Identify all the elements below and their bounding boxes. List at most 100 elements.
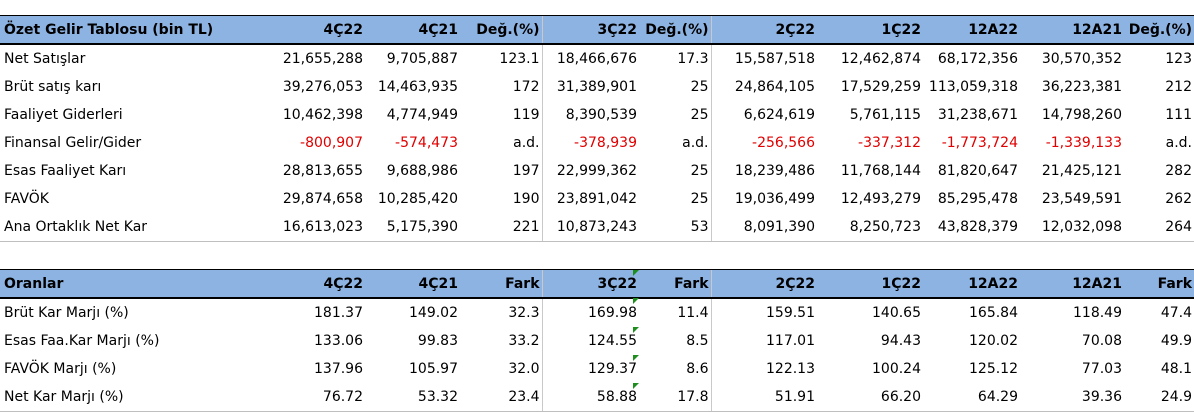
table-cell: 47.4 [1160, 305, 1192, 321]
table-cell: 120.02 [969, 333, 1018, 349]
table-cell: 125.12 [969, 361, 1018, 377]
ratio-row: Brüt Kar Marjı (%) 181.37 149.02 32.3 169.98… [0, 298, 1194, 327]
table-row: Faaliyet Giderleri 10,462,398 4,774,949 119… [0, 101, 1194, 129]
table-row: FAVÖK 29,874,658 10,285,420 190 23,891,042 25… [0, 185, 1194, 213]
table-cell: -574,473 [395, 135, 458, 151]
table-cell: 51.91 [710, 383, 817, 412]
cell-comment-marker [633, 327, 639, 333]
table-cell: 159.51 [710, 298, 817, 327]
table-cell: 8.6 [686, 361, 709, 377]
table-cell: 32.0 [508, 361, 540, 377]
ratio-row: FAVÖK Marjı (%) 137.96 105.97 32.0 129.37 8.6… [0, 355, 1194, 383]
column-header: 4Ç21 [365, 270, 460, 299]
table-row: Finansal Gelir/Gider -800,907 -574,473 a.d.… [0, 129, 1194, 157]
table-cell: 85,295,478 [937, 191, 1018, 207]
column-header: 12A22 [923, 16, 1020, 45]
income-summary-table: Özet Gelir Tablosu (bin TL) 4Ç22 4Ç21 Değ.(… [0, 16, 1194, 242]
table-cell: 21,655,288 [282, 51, 363, 67]
row-label: Brüt satış karı [4, 79, 102, 95]
table-cell: 197 [512, 163, 540, 179]
table-cell: 105.97 [409, 361, 458, 377]
table-row: Brüt satış karı 39,276,053 14,463,935 172 31… [0, 73, 1194, 101]
column-header: 4Ç22 [170, 270, 365, 299]
column-header: 12A21 [1020, 16, 1124, 45]
ratio-row: Net Kar Marjı (%) 76.72 53.32 23.4 58.88 17.8… [0, 383, 1194, 412]
table-cell: 25 [690, 107, 709, 123]
table-cell: 81,820,647 [937, 163, 1018, 179]
table-cell: 23,891,042 [541, 185, 639, 213]
table-cell: 212 [1165, 79, 1192, 95]
table-cell: 36,223,381 [1041, 79, 1122, 95]
table-cell: 117.01 [710, 327, 817, 355]
column-header: 1Ç22 [817, 16, 923, 45]
table-cell: 12,462,874 [840, 51, 921, 67]
table-cell: 8,250,723 [817, 213, 923, 242]
column-header: Fark [460, 270, 542, 299]
table-cell: 16,613,023 [170, 213, 365, 242]
cell-comment-marker [633, 270, 639, 276]
column-header: Değ.(%) [460, 16, 542, 45]
row-label: Faaliyet Giderleri [4, 107, 123, 123]
row-label: Brüt Kar Marjı (%) [4, 305, 129, 321]
table-cell: 10,462,398 [282, 107, 363, 123]
table-cell: 9,705,887 [386, 51, 458, 67]
table-cell: 172 [512, 79, 540, 95]
ratios-top-border [0, 269, 1194, 270]
table-cell: 15,587,518 [710, 44, 817, 73]
table-cell: 43,828,379 [923, 213, 1020, 242]
table-cell: 39,276,053 [282, 79, 363, 95]
row-label: Esas Faaliyet Karı [4, 163, 127, 179]
table-cell: 282 [1165, 163, 1192, 179]
table-cell: -337,312 [858, 135, 921, 151]
table-cell: 5,761,115 [849, 107, 921, 123]
table-cell: 123.1 [499, 51, 540, 67]
table-cell: 113,059,318 [928, 79, 1018, 95]
table-row: Net Satışlar 21,655,288 9,705,887 123.1 18,4… [0, 44, 1194, 73]
table-cell: 14,798,260 [1041, 107, 1122, 123]
table-cell: 12,032,098 [1020, 213, 1124, 242]
table-cell: 39.36 [1020, 383, 1124, 412]
table-cell: 29,874,658 [282, 191, 363, 207]
table-cell: 169.98 [541, 298, 639, 327]
table-cell: 24.9 [1124, 383, 1194, 412]
table-row: Ana Ortaklık Net Kar 16,613,023 5,175,390 2… [0, 213, 1194, 242]
table-cell: 76.72 [170, 383, 365, 412]
table-cell: 18,239,486 [710, 157, 817, 185]
table-cell: 99.83 [417, 333, 458, 349]
row-label: Net Kar Marjı (%) [0, 383, 170, 412]
table-cell: 8,390,539 [541, 101, 639, 129]
income-title: Özet Gelir Tablosu (bin TL) [0, 16, 213, 45]
column-header: 2Ç22 [710, 270, 817, 299]
table-cell: 25 [690, 191, 709, 207]
row-label: Esas Faa.Kar Marjı (%) [4, 333, 160, 349]
column-header: 2Ç22 [710, 16, 817, 45]
table-cell: 4,774,949 [386, 107, 458, 123]
table-cell: 23.4 [460, 383, 542, 412]
table-cell: 149.02 [409, 305, 458, 321]
ratios-table: Oranlar 4Ç22 4Ç21 Fark 3Ç22 Fark 2Ç22 1Ç22 12A22… [0, 270, 1194, 412]
table-cell: 49.9 [1160, 333, 1192, 349]
table-cell: 25 [690, 163, 709, 179]
table-cell: 124.55 [541, 327, 639, 355]
cell-comment-marker [633, 355, 639, 361]
table-cell: 77.03 [1081, 361, 1122, 377]
row-label: Ana Ortaklık Net Kar [0, 213, 170, 242]
column-header: 3Ç22 [541, 16, 639, 45]
table-cell: 12,493,279 [840, 191, 921, 207]
table-cell: 100.24 [872, 361, 921, 377]
table-cell: 30,570,352 [1041, 51, 1122, 67]
table-cell: 6,624,619 [710, 101, 817, 129]
table-cell: 5,175,390 [365, 213, 460, 242]
table-cell: 19,036,499 [710, 185, 817, 213]
table-cell: 58.88 [541, 383, 639, 412]
ratio-row: Esas Faa.Kar Marjı (%) 133.06 99.83 33.2 124… [0, 327, 1194, 355]
table-cell: a.d. [682, 135, 709, 151]
cell-comment-marker [633, 383, 639, 389]
table-cell: 28,813,655 [282, 163, 363, 179]
table-cell: 264 [1124, 213, 1194, 242]
column-header: 3Ç22 [541, 270, 639, 299]
table-cell: 18,466,676 [541, 44, 639, 73]
table-cell: 119 [512, 107, 540, 123]
table-cell: 17.3 [677, 51, 709, 67]
table-cell: 48.1 [1160, 361, 1192, 377]
